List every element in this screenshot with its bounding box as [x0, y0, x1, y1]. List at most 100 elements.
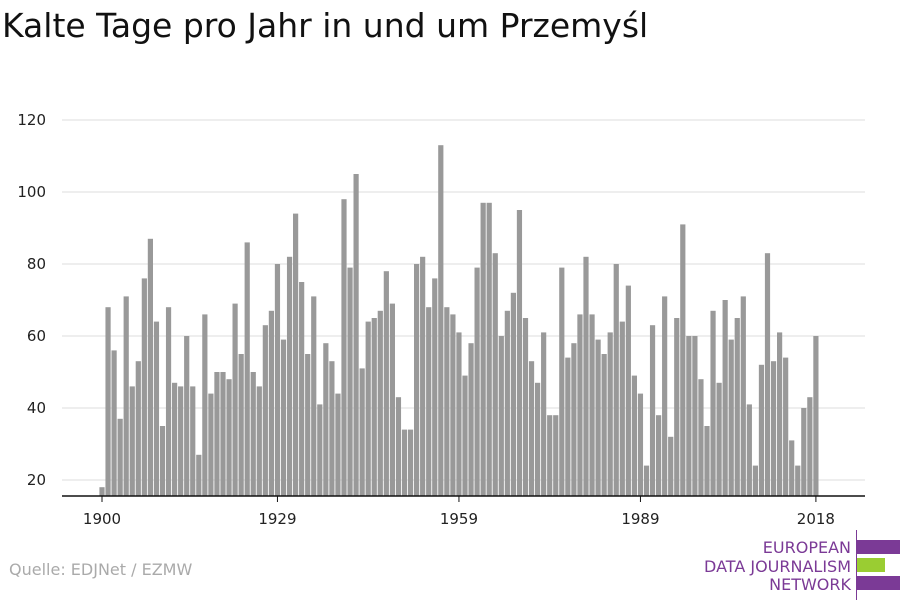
bar-1922[interactable]	[232, 303, 238, 496]
bar-1933[interactable]	[299, 282, 305, 496]
bar-1967[interactable]	[504, 310, 510, 496]
bar-1946[interactable]	[377, 310, 383, 496]
bar-1925[interactable]	[250, 372, 256, 496]
bar-2013[interactable]	[783, 357, 789, 496]
bar-1934[interactable]	[305, 354, 311, 496]
bar-1920[interactable]	[220, 372, 226, 496]
bar-1926[interactable]	[256, 386, 262, 496]
bar-1916[interactable]	[196, 454, 202, 496]
bar-1945[interactable]	[371, 318, 377, 496]
bar-1986[interactable]	[619, 321, 625, 496]
bar-1937[interactable]	[323, 343, 329, 496]
bar-1981[interactable]	[589, 314, 595, 496]
bar-1955[interactable]	[432, 278, 438, 496]
bar-1992[interactable]	[656, 415, 662, 496]
bar-1962[interactable]	[474, 267, 480, 496]
bar-1953[interactable]	[420, 256, 426, 496]
bar-1958[interactable]	[450, 314, 456, 496]
bar-1924[interactable]	[244, 242, 250, 496]
bar-1997[interactable]	[686, 336, 692, 496]
bar-1985[interactable]	[613, 264, 619, 496]
bar-1919[interactable]	[214, 372, 220, 496]
bar-1983[interactable]	[601, 354, 607, 496]
bar-1968[interactable]	[510, 292, 516, 496]
bar-1951[interactable]	[407, 429, 414, 496]
bar-1988[interactable]	[631, 375, 637, 496]
bar-2012[interactable]	[777, 332, 783, 496]
bar-1965[interactable]	[492, 253, 498, 496]
bar-1905[interactable]	[129, 386, 135, 496]
bar-1969[interactable]	[516, 210, 523, 496]
bar-1952[interactable]	[414, 264, 420, 496]
bar-1940[interactable]	[341, 199, 347, 496]
bar-1917[interactable]	[202, 314, 208, 496]
bar-2001[interactable]	[710, 310, 716, 496]
bar-1971[interactable]	[528, 361, 535, 496]
bar-1987[interactable]	[625, 285, 631, 496]
bar-1957[interactable]	[444, 307, 450, 496]
bar-2007[interactable]	[746, 404, 752, 496]
bar-1913[interactable]	[178, 386, 184, 496]
bar-1975[interactable]	[553, 415, 559, 496]
bar-1907[interactable]	[141, 278, 147, 496]
bar-1989[interactable]	[637, 393, 644, 496]
bar-1963[interactable]	[480, 202, 486, 497]
bar-1918[interactable]	[208, 393, 214, 496]
bar-1930[interactable]	[280, 339, 287, 496]
bar-1901[interactable]	[105, 307, 111, 496]
bar-1948[interactable]	[389, 303, 395, 496]
bar-1944[interactable]	[365, 321, 371, 496]
bar-1928[interactable]	[268, 310, 274, 496]
bar-1931[interactable]	[286, 256, 293, 496]
bar-2008[interactable]	[752, 465, 758, 496]
bar-1942[interactable]	[353, 174, 359, 496]
bar-2002[interactable]	[716, 382, 722, 496]
bar-1964[interactable]	[486, 202, 492, 497]
bar-1996[interactable]	[680, 224, 686, 496]
bar-2004[interactable]	[728, 339, 734, 496]
bar-1993[interactable]	[662, 296, 668, 496]
bar-1991[interactable]	[649, 325, 656, 496]
bar-1902[interactable]	[111, 350, 117, 496]
bar-1929[interactable]	[274, 264, 281, 496]
bar-1914[interactable]	[184, 336, 190, 496]
bar-1956[interactable]	[438, 145, 444, 496]
bar-1911[interactable]	[165, 307, 172, 496]
bar-2006[interactable]	[740, 296, 746, 496]
bar-1915[interactable]	[190, 386, 196, 496]
bar-1960[interactable]	[462, 375, 468, 496]
bar-2017[interactable]	[807, 397, 813, 496]
bar-1954[interactable]	[426, 307, 432, 496]
bar-1973[interactable]	[541, 332, 547, 496]
bar-1995[interactable]	[674, 318, 680, 496]
bar-1904[interactable]	[123, 296, 129, 496]
bar-1999[interactable]	[698, 379, 704, 496]
bar-1977[interactable]	[565, 357, 571, 496]
bar-1972[interactable]	[535, 382, 541, 496]
bar-1974[interactable]	[547, 415, 553, 496]
bar-1978[interactable]	[571, 343, 577, 496]
bar-1984[interactable]	[607, 332, 613, 496]
bar-1900[interactable]	[99, 487, 105, 496]
bar-1950[interactable]	[401, 429, 408, 496]
bar-1927[interactable]	[262, 325, 268, 496]
bar-1912[interactable]	[172, 382, 178, 496]
bar-1936[interactable]	[317, 404, 323, 496]
bar-1976[interactable]	[559, 267, 565, 496]
edjnet-logo[interactable]: EUROPEAN DATA JOURNALISM NETWORK	[700, 530, 900, 600]
bar-1909[interactable]	[153, 321, 160, 496]
bar-1908[interactable]	[147, 238, 153, 497]
bar-2018[interactable]	[813, 336, 819, 496]
bar-2016[interactable]	[801, 408, 807, 496]
bar-1943[interactable]	[359, 368, 365, 496]
bar-1903[interactable]	[117, 418, 123, 496]
bar-1949[interactable]	[395, 397, 402, 496]
bar-1966[interactable]	[498, 336, 504, 496]
bar-1910[interactable]	[159, 426, 166, 496]
bar-1998[interactable]	[692, 336, 698, 496]
bar-2005[interactable]	[734, 318, 740, 496]
bar-1939[interactable]	[335, 393, 341, 496]
bar-1990[interactable]	[643, 465, 650, 496]
bar-1923[interactable]	[238, 354, 244, 496]
bar-1994[interactable]	[668, 436, 674, 496]
